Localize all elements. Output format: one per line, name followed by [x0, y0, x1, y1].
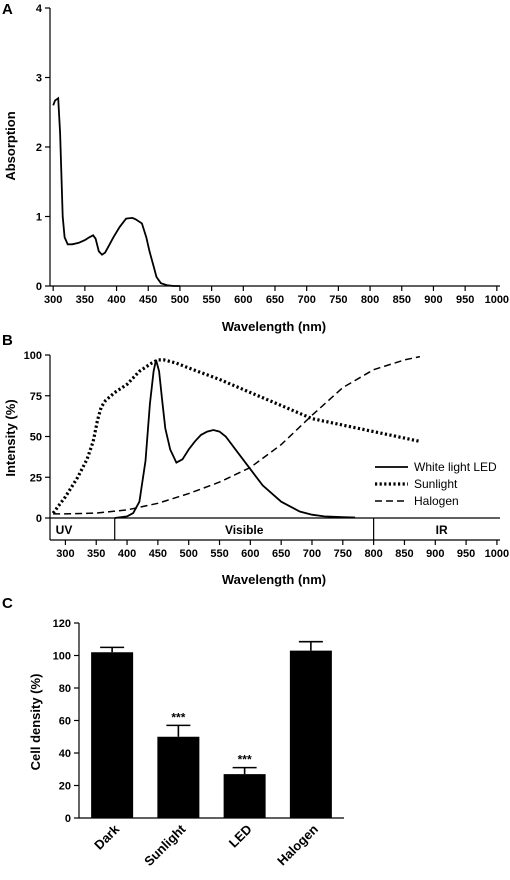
panel-a-x-tick-label: 650	[266, 294, 284, 306]
panel-a-x-tick-label: 700	[298, 294, 316, 306]
panel-c-category-labels: Dark Sunlight LED Halogen	[91, 821, 321, 869]
panel-a-x-tick-label: 750	[329, 294, 347, 306]
panel-c-y-axis-label: Cell density (%)	[28, 674, 43, 771]
panel-letter-a: A	[2, 1, 13, 18]
category-label-led: LED	[226, 822, 255, 851]
category-label-dark: Dark	[91, 821, 123, 853]
panel-a-y-axis-label: Absorption	[3, 111, 18, 180]
panel-b-series	[51, 355, 421, 519]
panel-a: A 300 350 400 450 500 550 600 650 700 750 800 850 90…	[2, 1, 509, 334]
panel-b-x-tick-label: 600	[241, 548, 259, 560]
series-line-halogen	[53, 355, 421, 515]
panel-b-y-tick-label: 50	[30, 432, 42, 444]
panel-b-x-ticks: 300 350 400 450 500 550 600 650 700 750 800 850 900 9…	[56, 540, 509, 560]
panel-b-spectrum-bands: UV Visible IR	[56, 518, 448, 540]
panel-a-y-ticks: 0 1 2 3 4	[36, 3, 50, 293]
panel-a-y-tick-label: 0	[36, 281, 42, 293]
panel-b-y-axis-label: Intensity (%)	[3, 399, 18, 476]
panel-letter-b: B	[2, 332, 13, 349]
panel-a-y-tick-label: 2	[36, 142, 42, 154]
panel-c-y-tick-label: 80	[59, 683, 71, 695]
panel-a-axes	[49, 8, 500, 287]
panel-c-y-tick-label: 40	[59, 748, 71, 760]
bar-sunlight	[157, 736, 200, 818]
panel-a-y-tick-label: 3	[36, 73, 42, 85]
legend-label-sunlight: Sunlight	[414, 477, 458, 491]
legend-label-white-light-led: White light LED	[414, 460, 497, 474]
panel-b-x-tick-label: 350	[87, 548, 105, 560]
panel-c-y-tick-label: 20	[59, 781, 71, 793]
panel-b: B UV Visible IR 300 350 400 450 500 550 600 650 70…	[2, 332, 509, 587]
panel-c-y-tick-label: 60	[59, 716, 71, 728]
panel-c: C 0 20 40 60 80 100 120 *** *** Dark Sunlight LED…	[2, 595, 344, 869]
panel-a-x-ticks: 300 350 400 450 500 550 600 650 700 750 800 850 900 9…	[44, 286, 509, 306]
panel-a-y-tick-label: 4	[36, 3, 43, 15]
panel-a-x-tick-label: 450	[139, 294, 157, 306]
panel-b-x-tick-label: 1000	[485, 548, 509, 560]
panel-b-axes	[49, 355, 500, 541]
panel-a-x-tick-label: 300	[44, 294, 62, 306]
panel-letter-c: C	[2, 595, 13, 612]
panel-a-y-tick-label: 1	[36, 212, 42, 224]
panel-b-y-tick-label: 100	[24, 350, 42, 362]
series-line-sunlight	[51, 358, 421, 515]
bar-halogen	[289, 650, 332, 818]
panel-a-x-tick-label: 950	[456, 294, 474, 306]
panel-a-x-tick-label: 500	[171, 294, 189, 306]
panel-b-x-tick-label: 950	[457, 548, 475, 560]
panel-b-x-tick-label: 900	[426, 548, 444, 560]
panel-a-x-tick-label: 400	[107, 294, 125, 306]
panel-a-x-tick-label: 550	[202, 294, 220, 306]
panel-a-x-axis-label: Wavelength (nm)	[222, 319, 326, 334]
panel-b-x-tick-label: 300	[56, 548, 74, 560]
panel-b-x-tick-label: 750	[334, 548, 352, 560]
panel-c-bars: *** ***	[91, 640, 332, 818]
panel-a-x-tick-label: 800	[361, 294, 379, 306]
panel-b-x-tick-label: 850	[395, 548, 413, 560]
panel-b-x-tick-label: 800	[364, 548, 382, 560]
band-label-uv: UV	[56, 523, 73, 537]
panel-a-x-tick-label: 600	[234, 294, 252, 306]
panel-b-y-tick-label: 25	[30, 472, 42, 484]
absorption-line	[52, 96, 180, 287]
bar-dark	[91, 652, 134, 818]
panel-b-x-tick-label: 550	[210, 548, 228, 560]
series-line-white-light-led	[114, 359, 356, 519]
panel-b-x-tick-label: 650	[272, 548, 290, 560]
panel-b-legend: White light LED Sunlight Halogen	[375, 460, 497, 508]
panel-b-y-tick-label: 75	[30, 391, 42, 403]
panel-c-y-tick-label: 100	[53, 651, 71, 663]
panel-a-series	[52, 96, 180, 287]
bar-led	[223, 774, 266, 818]
panel-a-x-tick-label: 900	[424, 294, 442, 306]
panel-b-x-tick-label: 450	[149, 548, 167, 560]
category-label-sunlight: Sunlight	[141, 821, 189, 869]
panel-b-x-tick-label: 400	[118, 548, 136, 560]
panel-b-y-tick-label: 0	[36, 513, 42, 525]
significance-sunlight: ***	[171, 710, 185, 724]
panel-c-y-tick-label: 120	[53, 618, 71, 630]
band-label-ir: IR	[436, 523, 448, 537]
panel-b-y-ticks: 0 25 50 75 100	[24, 350, 50, 525]
category-label-halogen: Halogen	[274, 821, 321, 868]
significance-led: ***	[238, 753, 252, 767]
panel-c-y-ticks: 0 20 40 60 80 100 120	[53, 618, 79, 825]
panel-c-y-tick-label: 0	[65, 813, 71, 825]
panel-a-x-tick-label: 850	[393, 294, 411, 306]
panel-b-x-tick-label: 700	[303, 548, 321, 560]
band-label-visible: Visible	[225, 523, 264, 537]
legend-label-halogen: Halogen	[414, 494, 459, 508]
panel-b-x-tick-label: 500	[180, 548, 198, 560]
panel-a-x-tick-label: 1000	[485, 294, 509, 306]
panel-a-x-tick-label: 350	[76, 294, 94, 306]
panel-b-x-axis-label: Wavelength (nm)	[222, 572, 326, 587]
